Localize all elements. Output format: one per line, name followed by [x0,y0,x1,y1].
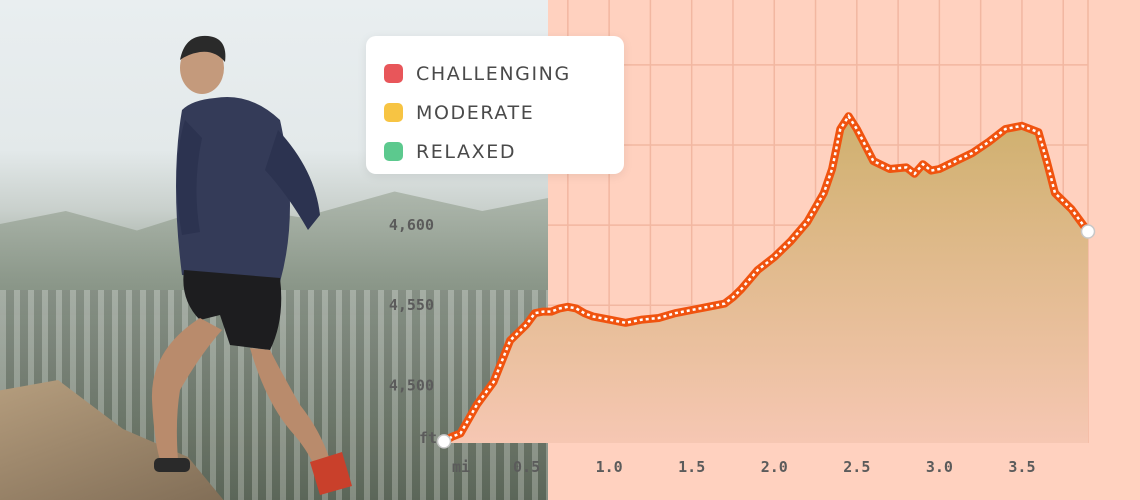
y-tick-label: 4,600 [389,216,434,234]
x-tick-label: 1.0 [596,458,623,476]
x-tick-label: 3.5 [1008,458,1035,476]
start-point-marker [436,434,452,449]
legend-label-moderate: MODERATE [416,101,535,124]
x-unit-label: mi [452,458,470,476]
elevation-line-highlight [443,113,1090,443]
x-axis-ticks: 0.5 1.0 1.5 2.0 2.5 3.0 3.5 [513,458,1035,476]
elevation-area [444,116,1088,443]
legend-label-relaxed: RELAXED [416,140,517,163]
y-axis-ticks: 4,500 4,550 4,600 [389,216,434,394]
x-tick-label: 3.0 [926,458,953,476]
x-tick-label: 0.5 [513,458,540,476]
x-tick-label: 2.5 [843,458,870,476]
difficulty-legend: CHALLENGING MODERATE RELAXED [366,36,624,174]
x-tick-label: 2.0 [761,458,788,476]
runner-figure [151,35,352,495]
y-tick-label: 4,550 [389,296,434,314]
legend-swatch-challenging [384,64,403,83]
x-tick-label: 1.5 [678,458,705,476]
y-tick-label: 4,500 [389,376,434,394]
end-point-marker [1080,224,1096,239]
legend-item-moderate: MODERATE [384,93,624,132]
legend-swatch-moderate [384,103,403,122]
legend-swatch-relaxed [384,142,403,161]
y-unit-label: ft [419,429,437,447]
legend-item-relaxed: RELAXED [384,132,624,171]
legend-label-challenging: CHALLENGING [416,62,571,85]
legend-item-challenging: CHALLENGING [384,54,624,93]
